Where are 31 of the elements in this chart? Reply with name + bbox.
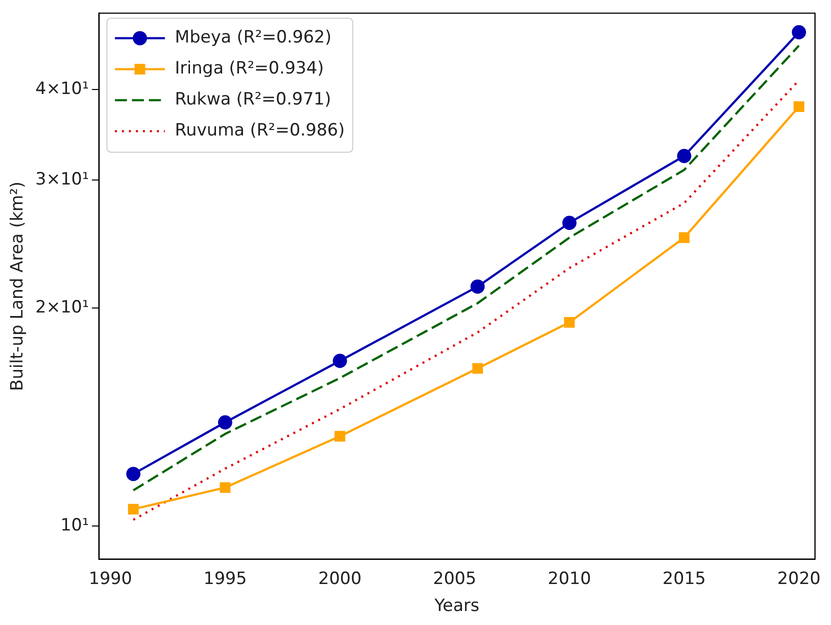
legend-label: Mbeya (R²=0.962)	[174, 28, 332, 48]
legend-label: Ruvuma (R²=0.986)	[174, 120, 345, 141]
point	[677, 148, 692, 164]
y-tick-label: 4×10¹	[35, 79, 89, 100]
x-tick-label: 2010	[548, 568, 592, 589]
y-axis-title: Built-up Land Area (km²)	[8, 181, 28, 391]
y-tick-label: 10¹	[60, 515, 89, 536]
x-tick-label: 1995	[204, 568, 247, 589]
x-tick-label: 1990	[88, 568, 132, 589]
point	[564, 317, 575, 328]
y-tick-label: 3×10¹	[35, 170, 89, 190]
point	[128, 504, 139, 515]
x-tick-label: 2000	[318, 568, 362, 589]
point	[334, 430, 346, 442]
x-tick-label: 2015	[662, 568, 706, 589]
point	[332, 354, 347, 368]
point	[218, 415, 232, 430]
point	[126, 466, 140, 482]
legend-label: Iringa (R²=0.934)	[174, 58, 324, 79]
point	[470, 279, 485, 294]
y-tick-label: 2×10¹	[35, 297, 89, 318]
point	[792, 25, 806, 40]
point	[678, 232, 690, 243]
point	[220, 482, 230, 493]
legend-label: Rukwa (R²=0.971)	[174, 90, 332, 110]
point	[794, 101, 804, 112]
point	[472, 363, 483, 374]
x-tick-label: 2005	[433, 568, 476, 589]
point	[562, 216, 577, 230]
x-axis-title: Years	[434, 596, 480, 616]
x-tick-label: 2020	[777, 568, 821, 589]
